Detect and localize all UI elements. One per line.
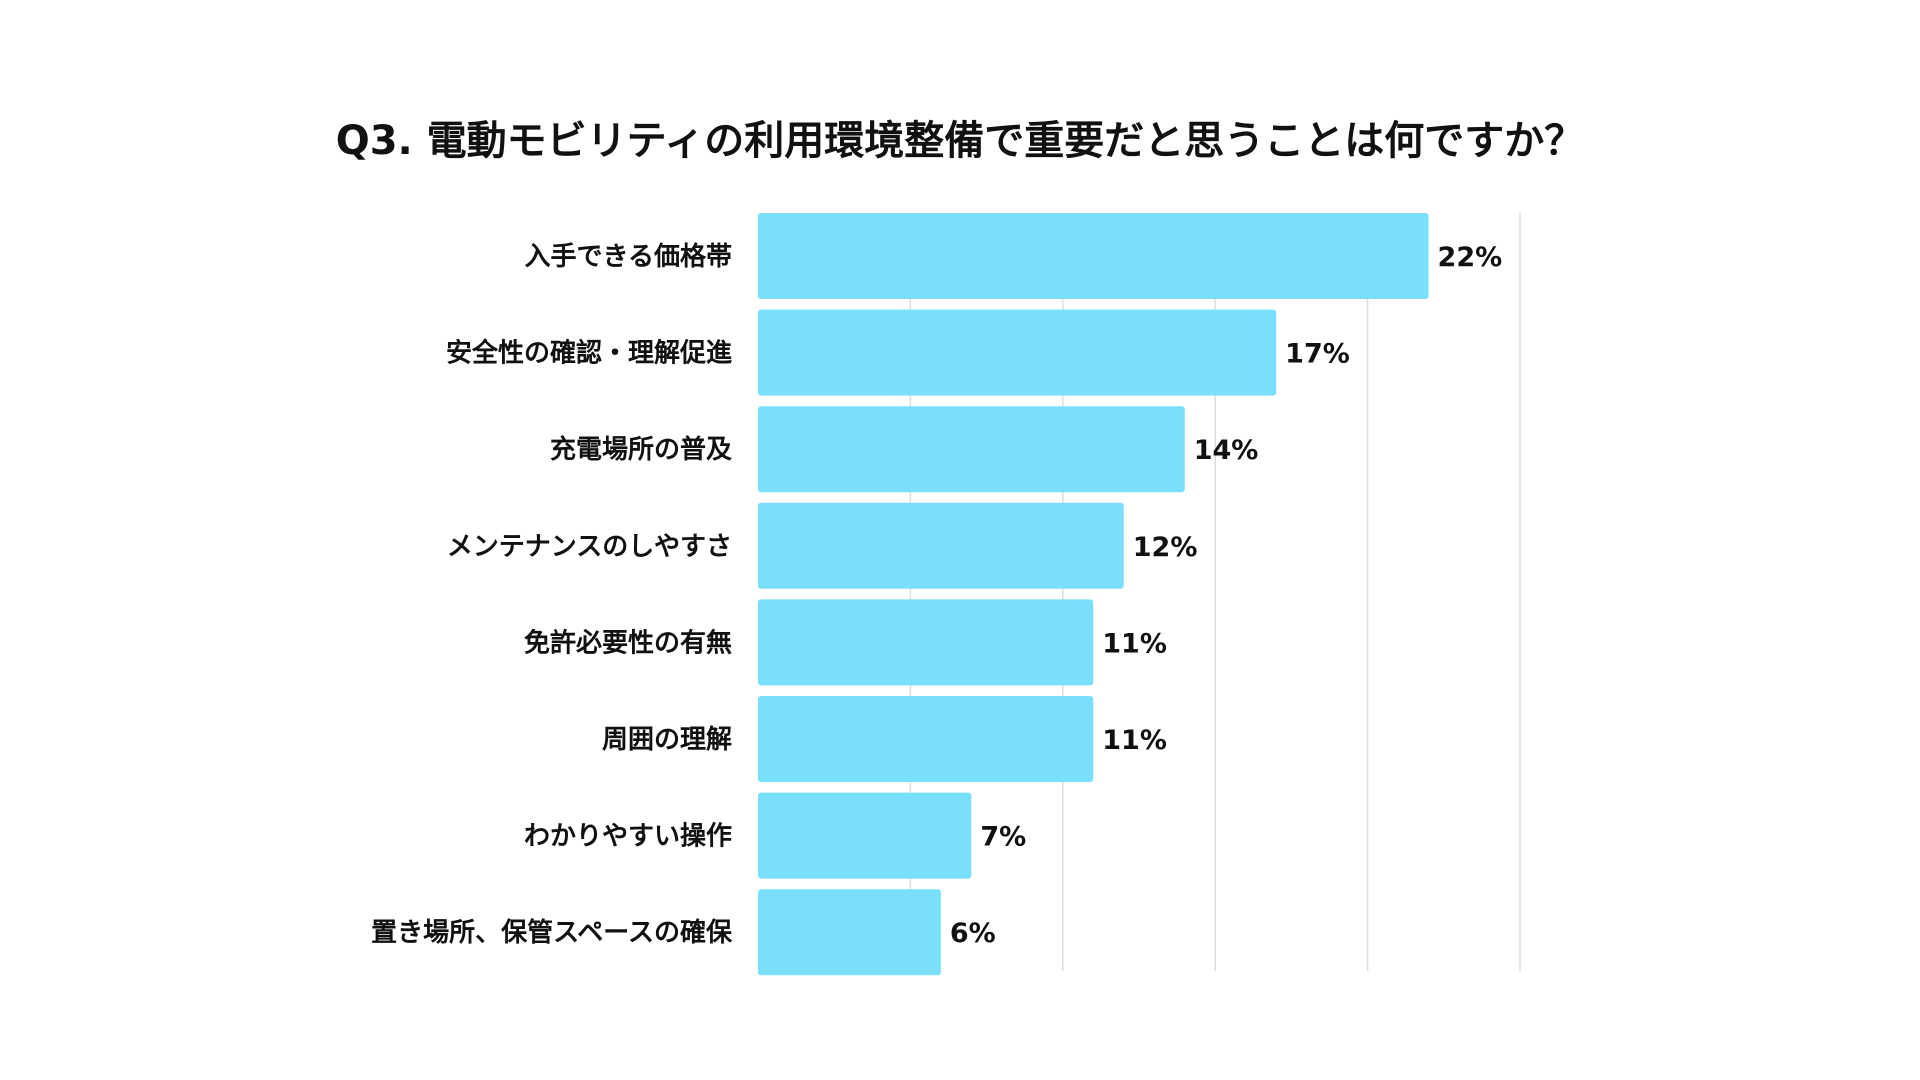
bar [758, 502, 1124, 589]
value-label: 22% [1438, 242, 1503, 273]
bar [758, 696, 1094, 782]
bar [758, 406, 1185, 493]
value-label: 11% [1102, 725, 1167, 756]
category-label: 入手できる価格帯 [525, 241, 732, 272]
bar [758, 599, 1094, 686]
value-label: 6% [950, 918, 996, 949]
value-label: 7% [980, 822, 1026, 853]
category-label: 安全性の確認・理解促進 [446, 338, 732, 369]
value-label: 12% [1133, 532, 1198, 563]
chart-title: Q3. 電動モビリティの利用環境整備で重要だと思うことは何ですか？ [335, 118, 1585, 164]
bar [758, 889, 941, 976]
bar [758, 213, 1429, 299]
category-label: 免許必要性の有無 [524, 627, 732, 658]
bar [758, 309, 1277, 396]
category-label: 周囲の理解 [602, 725, 732, 755]
category-label: 充電場所の普及 [550, 434, 732, 465]
value-label: 11% [1102, 628, 1167, 659]
value-label: 17% [1285, 339, 1350, 370]
bar [758, 792, 972, 879]
value-label: 14% [1194, 435, 1259, 466]
category-label: わかりやすい操作 [524, 822, 732, 852]
category-label: 置き場所、保管スペースの確保 [371, 917, 733, 948]
category-label: メンテナンスのしやすさ [447, 532, 732, 562]
